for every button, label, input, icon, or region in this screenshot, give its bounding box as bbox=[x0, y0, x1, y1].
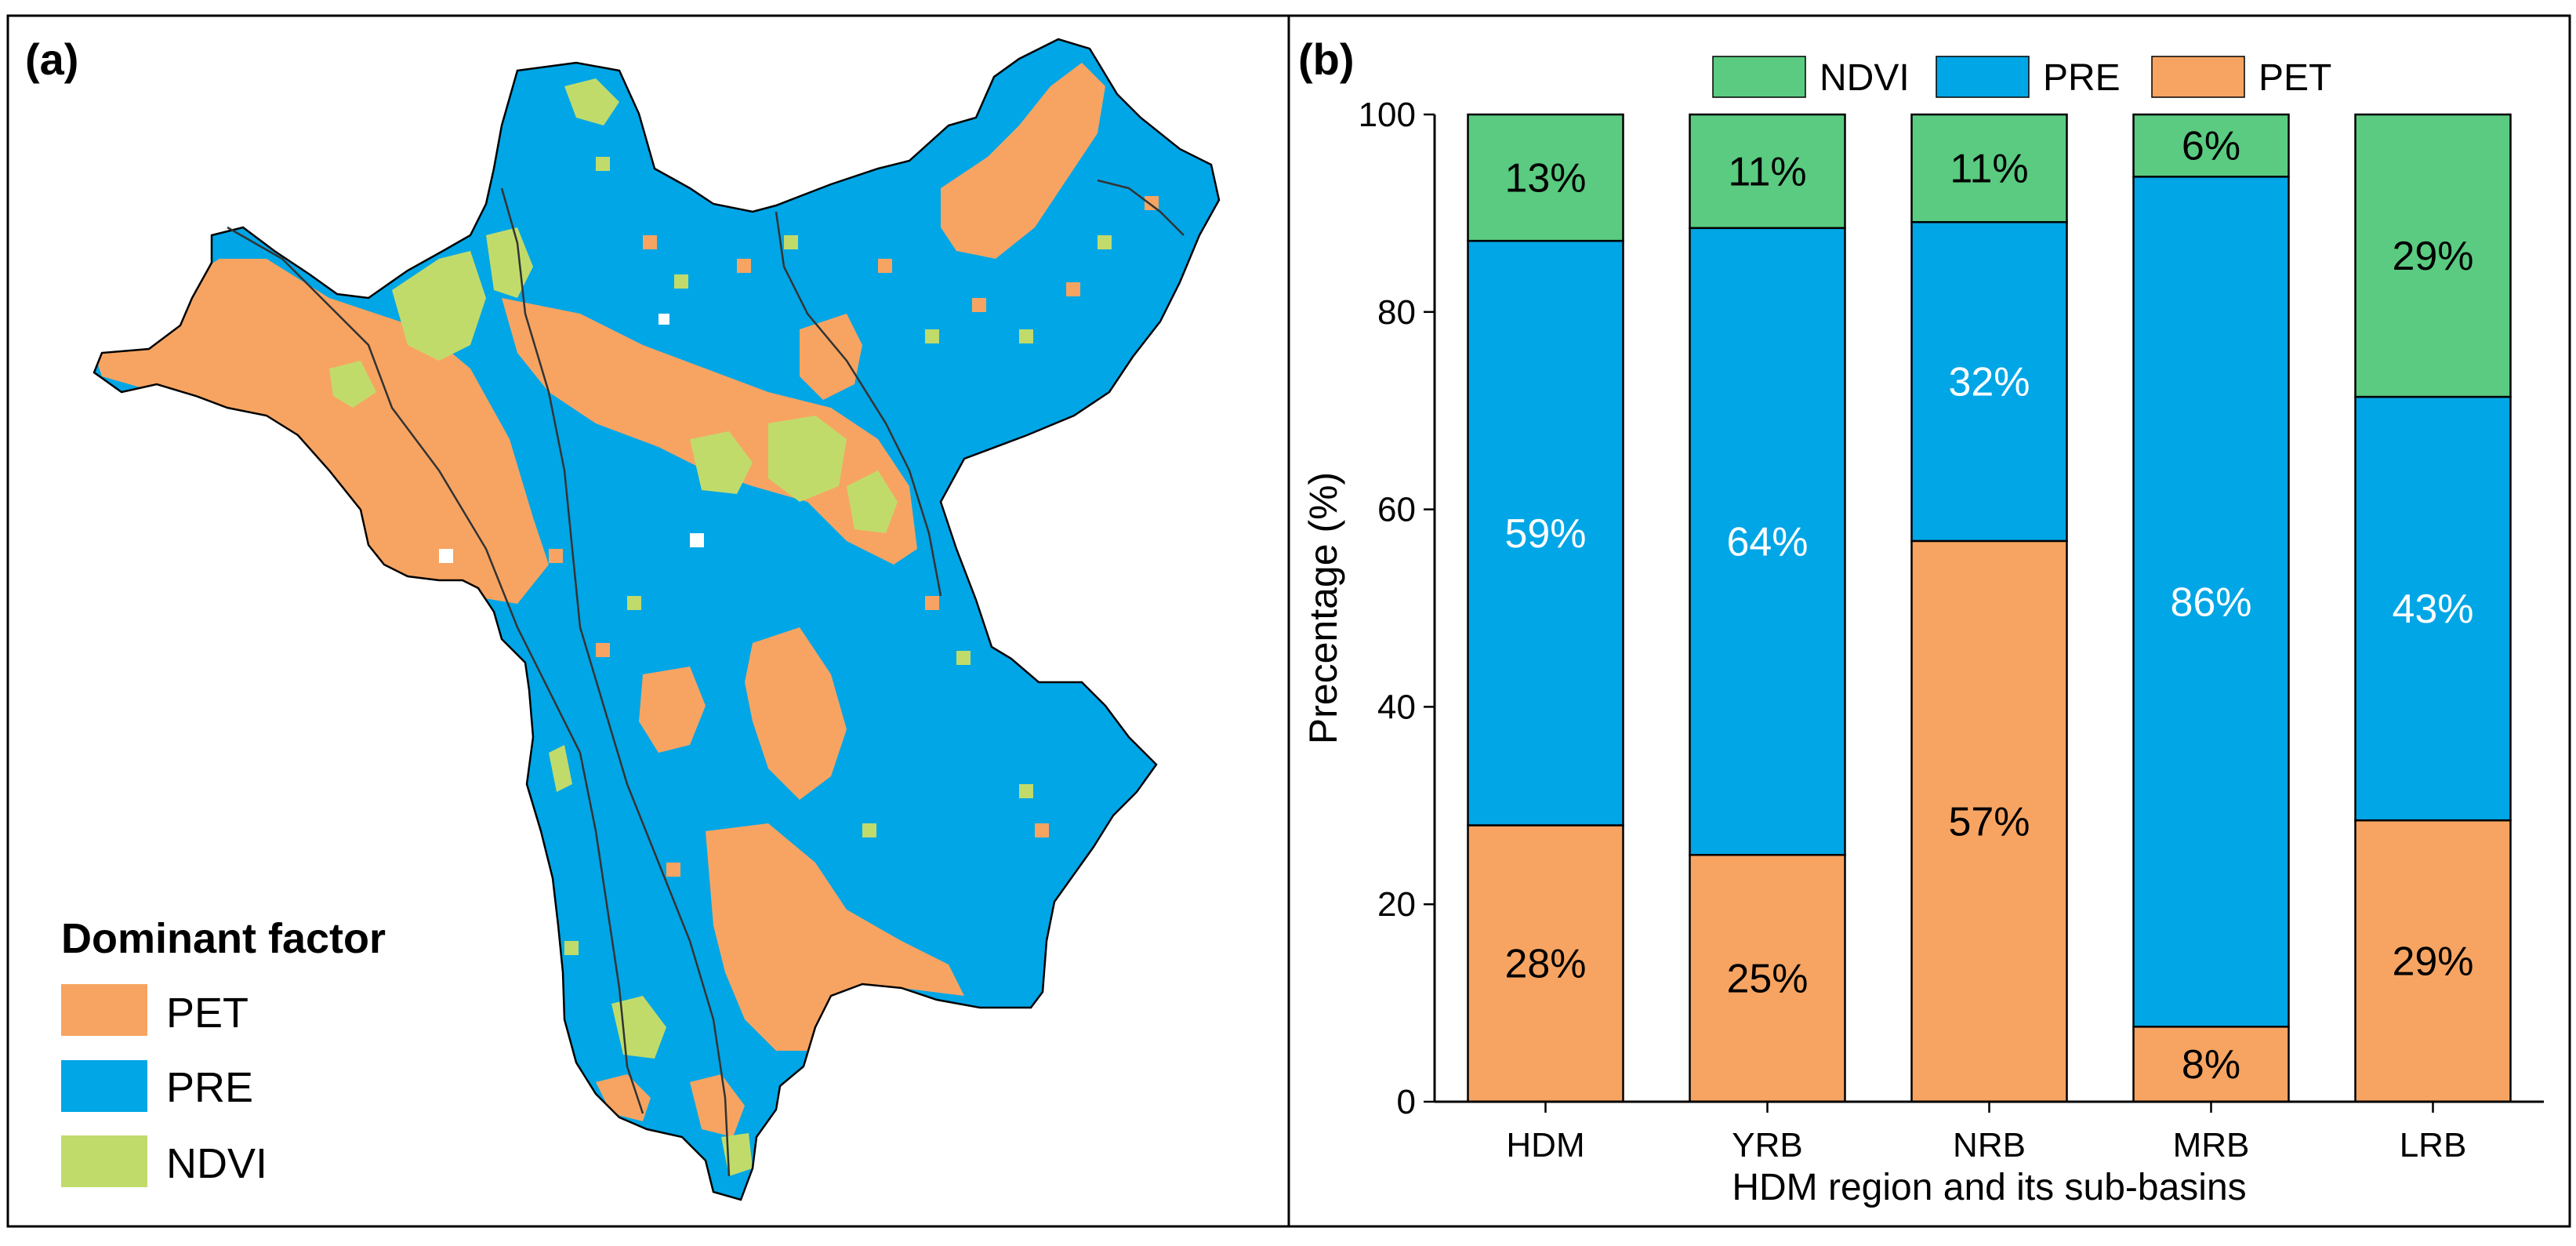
bar-pet-hdm bbox=[1467, 824, 1624, 1103]
bar-pet-mrb bbox=[2132, 1026, 2290, 1103]
y-tick-label-20: 20 bbox=[1377, 885, 1416, 924]
bar-pre-yrb bbox=[1689, 227, 1846, 856]
legend-swatch-ndvi bbox=[61, 1135, 147, 1187]
data-label-pet-mrb: 8% bbox=[2182, 1042, 2240, 1088]
bar-ndvi-yrb bbox=[1689, 113, 1846, 230]
bar-chart: 28% 59% 13% HDM 25% 64% 11% YRB 57% 32% 11% NRB 8% 86… bbox=[1301, 56, 2544, 1208]
bar-pre-hdm bbox=[1467, 239, 1624, 826]
y-tick-label-40: 40 bbox=[1377, 688, 1416, 726]
bar-pre-lrb bbox=[2354, 395, 2512, 822]
bar-ndvi-lrb bbox=[2354, 113, 2512, 398]
bar-pet-lrb bbox=[2354, 819, 2512, 1103]
bar-ndvi-hdm bbox=[1467, 113, 1624, 242]
data-label-pre-nrb: 32% bbox=[1948, 360, 2030, 405]
bar-pre-nrb bbox=[1910, 220, 2068, 543]
chart-legend-label-ndvi: NDVI bbox=[1820, 57, 1910, 99]
panel-b-label: (b) bbox=[1298, 35, 1355, 84]
y-tick-label-100: 100 bbox=[1359, 96, 1416, 134]
legend-swatch-pre bbox=[61, 1060, 147, 1112]
panel-a-label: (a) bbox=[25, 35, 78, 84]
data-label-pet-nrb: 57% bbox=[1948, 799, 2030, 845]
data-label-ndvi-nrb: 11% bbox=[1950, 147, 2028, 192]
bar-ndvi-mrb bbox=[2132, 113, 2290, 178]
panel-a-map: (a) bbox=[6, 14, 1290, 1228]
x-tick-label-hdm: HDM bbox=[1506, 1126, 1584, 1164]
map-pet-regions bbox=[94, 63, 1105, 1137]
data-label-pet-lrb: 29% bbox=[2392, 939, 2473, 985]
map-pixel-noise bbox=[439, 157, 1159, 955]
y-tick-label-80: 80 bbox=[1377, 293, 1416, 332]
map-legend: Dominant factor PET PRE NDVI bbox=[61, 915, 386, 1187]
chart-legend-swatch-ndvi bbox=[1712, 56, 1806, 98]
legend-label-ndvi: NDVI bbox=[166, 1140, 267, 1187]
bar-ndvi-nrb bbox=[1910, 113, 2068, 223]
data-label-pet-hdm: 28% bbox=[1504, 942, 1586, 987]
bar-pet-nrb bbox=[1910, 539, 2068, 1103]
x-tick-label-mrb: MRB bbox=[2173, 1126, 2250, 1164]
data-label-pre-lrb: 43% bbox=[2392, 587, 2473, 632]
basin-boundary-4 bbox=[1097, 179, 1185, 236]
chart-legend-swatch-pre bbox=[1936, 56, 2030, 98]
data-label-ndvi-yrb: 11% bbox=[1728, 149, 1806, 194]
bar-pre-mrb bbox=[2132, 176, 2290, 1028]
legend-title: Dominant factor bbox=[61, 915, 386, 962]
map-ndvi-regions bbox=[329, 78, 898, 1176]
panel-b-chart: (b) 28% 59% 13% HDM 25% 64% 11% YRB 57% 32% 11% NRB… bbox=[1287, 14, 2571, 1228]
legend-label-pet: PET bbox=[166, 990, 249, 1037]
data-label-ndvi-mrb: 6% bbox=[2182, 124, 2240, 169]
basin-boundary-2 bbox=[500, 187, 731, 1177]
x-tick-label-nrb: NRB bbox=[1953, 1126, 2026, 1164]
data-label-pre-hdm: 59% bbox=[1504, 511, 1586, 557]
legend-label-pre: PRE bbox=[166, 1064, 253, 1111]
x-axis-title: HDM region and its sub-basins bbox=[1732, 1167, 2246, 1208]
basin-boundary-1 bbox=[227, 226, 644, 1114]
bar-pet-yrb bbox=[1689, 854, 1846, 1103]
legend-swatch-pet bbox=[61, 984, 147, 1036]
chart-legend-label-pre: PRE bbox=[2043, 57, 2121, 99]
data-label-ndvi-lrb: 29% bbox=[2392, 234, 2473, 279]
basin-boundary-3 bbox=[775, 211, 942, 597]
x-tick-label-yrb: YRB bbox=[1732, 1126, 1802, 1164]
chart-legend-label-pet: PET bbox=[2259, 57, 2331, 99]
y-tick-label-60: 60 bbox=[1377, 491, 1416, 529]
y-tick-label-0: 0 bbox=[1397, 1083, 1416, 1121]
x-tick-label-lrb: LRB bbox=[2400, 1126, 2467, 1164]
data-label-pre-mrb: 86% bbox=[2170, 579, 2251, 625]
data-label-ndvi-hdm: 13% bbox=[1504, 156, 1586, 202]
y-axis-title: Precentage (%) bbox=[1301, 472, 1345, 744]
data-label-pre-yrb: 64% bbox=[1726, 520, 1808, 565]
data-label-pet-yrb: 25% bbox=[1726, 957, 1808, 1002]
chart-legend-swatch-pet bbox=[2151, 56, 2245, 98]
